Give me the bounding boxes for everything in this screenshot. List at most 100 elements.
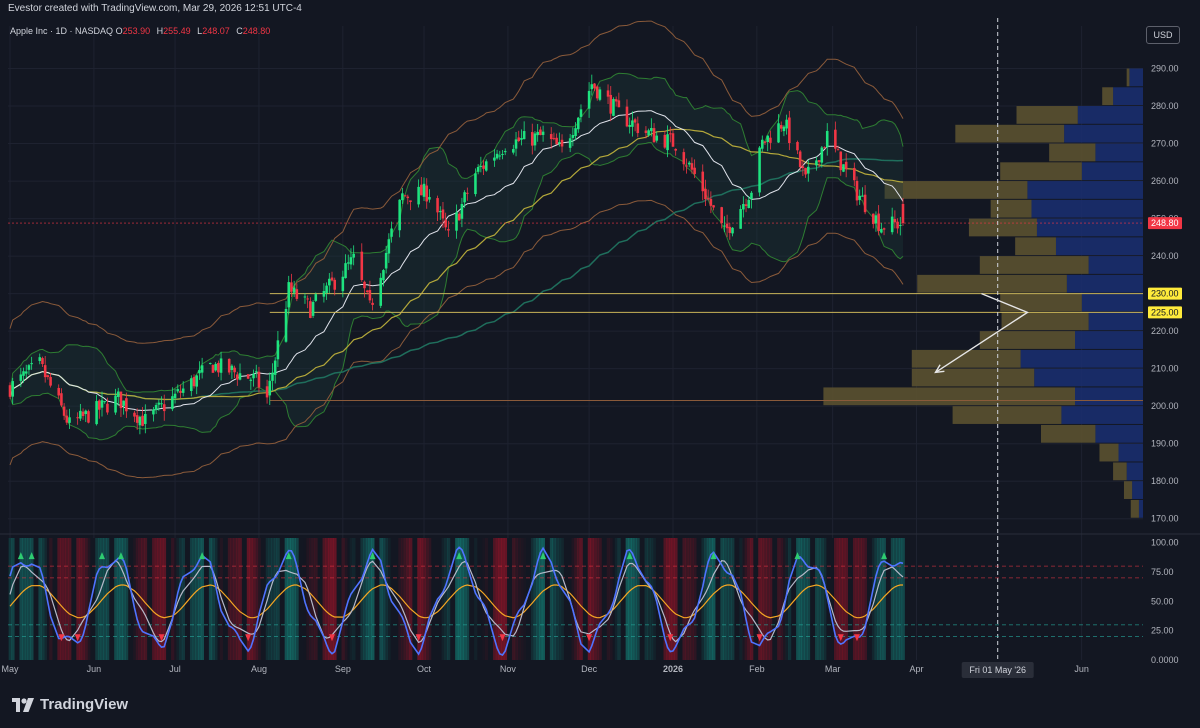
candle (57, 384, 60, 399)
candle-body (60, 393, 63, 406)
buy-signal-marker (117, 552, 124, 560)
oscillator-series-line (9, 559, 904, 644)
oscillator-heat-band (863, 538, 867, 660)
candle (171, 387, 174, 412)
candle (325, 282, 328, 300)
candle (571, 127, 575, 147)
candle-body (687, 162, 691, 165)
oscillator-heat-band (271, 538, 275, 660)
candle (739, 205, 742, 229)
candle (217, 360, 220, 377)
candle-body (192, 377, 196, 387)
candle-body (287, 282, 291, 308)
profile-sell-bar (1049, 143, 1096, 162)
oscillator-tick-label: 25.00 (1151, 626, 1174, 636)
oscillator-heat-band (352, 538, 356, 660)
candle-body (782, 126, 786, 132)
candle-body (252, 373, 255, 379)
candle-body (896, 221, 899, 229)
profile-sell-bar (1001, 312, 1089, 331)
candle (706, 189, 710, 201)
sell-signal-marker (837, 634, 844, 642)
candle-body (246, 374, 250, 379)
oscillator-heat-band (384, 538, 388, 660)
candle (382, 269, 385, 287)
candle-body (709, 198, 713, 206)
oscillator-heat-band (882, 538, 886, 660)
candle (284, 301, 288, 343)
candle (100, 391, 104, 417)
candle (593, 83, 596, 92)
candle-body (122, 400, 125, 406)
bollinger-upper (9, 72, 904, 397)
candle (273, 357, 277, 384)
profile-sell-bar (917, 274, 1067, 293)
date-tag (961, 662, 1034, 678)
candle-body (238, 373, 242, 380)
candle-body (606, 90, 610, 97)
oscillator-heat-band (617, 538, 621, 660)
oscillator-heat-band (571, 538, 575, 660)
candle-body (839, 151, 843, 171)
candle (522, 121, 526, 140)
oscillator-heat-band (138, 538, 142, 660)
candle-body (98, 400, 101, 410)
candle (384, 245, 388, 274)
candle (252, 369, 255, 387)
candle (87, 409, 90, 424)
symbol-legend[interactable]: Apple Inc · 1D · NASDAQ O253.90 H255.49 … (10, 26, 274, 36)
buy-signal-marker (199, 552, 206, 560)
candle (568, 133, 572, 153)
candle-body (292, 287, 296, 293)
profile-buy-bar (1095, 424, 1143, 443)
candle (823, 146, 826, 149)
candle (341, 270, 345, 298)
candle-body (441, 209, 445, 219)
candle (834, 121, 837, 153)
candle-body (549, 134, 553, 140)
top-bar: Evestor created with TradingView.com, Ma… (0, 0, 1200, 18)
profile-buy-bar (1034, 368, 1143, 387)
chart-frame[interactable]: 170.00 180.00 190.00 200.00 210.00 220.00 230.… (0, 18, 1200, 684)
candle (501, 150, 504, 160)
candle (119, 391, 123, 417)
tradingview-logo[interactable]: TradingView (12, 696, 128, 713)
chart-canvas[interactable]: 170.00 180.00 190.00 200.00 210.00 220.00 230.… (0, 18, 1200, 684)
candle (116, 387, 120, 406)
sma-fast-line (9, 110, 904, 412)
volume-profile (823, 68, 1143, 518)
candle (295, 283, 299, 302)
candle-body (804, 167, 807, 175)
candle (322, 283, 326, 303)
candle (880, 222, 883, 234)
candle-body (290, 282, 293, 292)
buy-signal-marker (17, 552, 24, 560)
time-tick-label: Sep (335, 664, 351, 674)
candle-body (43, 365, 47, 378)
currency-button[interactable]: USD (1146, 26, 1180, 44)
candle (877, 205, 880, 236)
candle-body (328, 278, 331, 286)
oscillator-heat-band (160, 538, 164, 660)
buy-signal-marker (540, 552, 547, 560)
profile-sell-bar (911, 349, 1021, 368)
level-tag-label: 230.00 (1151, 289, 1179, 299)
candle (839, 151, 843, 176)
candle (436, 195, 439, 221)
candle (441, 202, 445, 228)
candle (420, 176, 423, 196)
oscillator-heat-band (122, 538, 126, 660)
candle-body (474, 173, 477, 195)
oscillator-heat-band (287, 538, 291, 660)
profile-sell-bar (1000, 293, 1082, 312)
candle-body (590, 84, 594, 90)
oscillator-heat-band (798, 538, 803, 660)
oscillator-heat-band (750, 538, 754, 660)
legend-high-value: 255.49 (163, 26, 191, 36)
oscillator-heat-band (731, 538, 735, 660)
candle-body (457, 213, 461, 221)
candle-body (24, 371, 28, 374)
projection-arrow-line (935, 292, 1029, 374)
profile-buy-bar (1061, 406, 1143, 424)
candle (631, 111, 634, 137)
